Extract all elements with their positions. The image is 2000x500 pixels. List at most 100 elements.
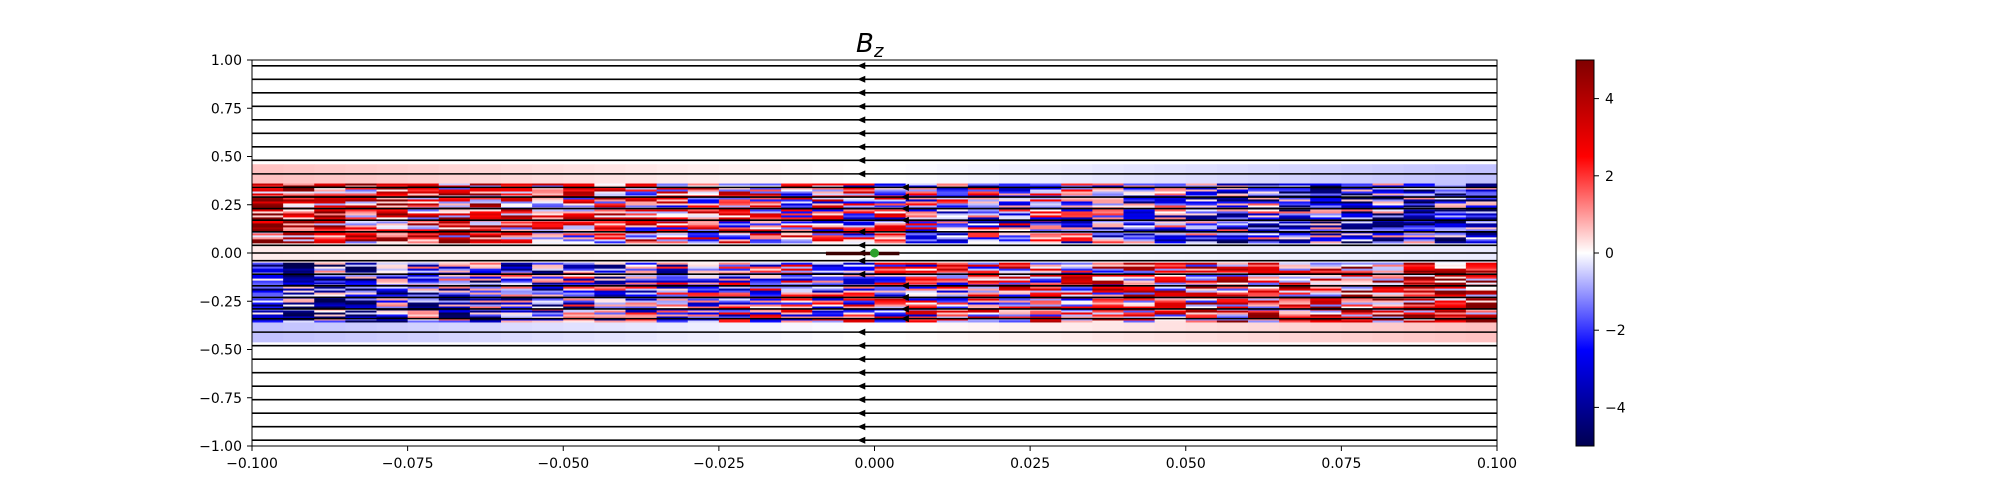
heatmap-cell <box>687 199 720 203</box>
heatmap-cell <box>750 286 782 290</box>
heatmap-cell <box>781 227 813 230</box>
heatmap-cell <box>967 191 1000 195</box>
heatmap-cell <box>936 211 969 215</box>
heatmap-cell <box>1061 253 1093 259</box>
heatmap-cell <box>252 312 284 316</box>
heatmap-cell <box>936 183 969 187</box>
heatmap-cell <box>594 282 627 286</box>
heatmap-cell <box>376 205 409 209</box>
heatmap-cell <box>1154 215 1187 219</box>
heatmap-cell <box>1185 223 1218 226</box>
heatmap-cell <box>687 322 720 328</box>
heatmap-cell <box>750 268 782 272</box>
heatmap-cell <box>1154 262 1187 266</box>
heatmap-cell <box>718 300 751 304</box>
heatmap-cell <box>252 308 284 312</box>
heatmap-cell <box>967 209 1000 213</box>
heatmap-cell <box>843 231 876 234</box>
heatmap-cell <box>843 191 876 195</box>
heatmap-cell <box>469 327 502 333</box>
heatmap-cell <box>625 233 658 236</box>
heatmap-cell <box>314 268 346 272</box>
heatmap-cell <box>345 235 378 238</box>
heatmap-cell <box>656 310 689 314</box>
heatmap-cell <box>1403 225 1436 228</box>
heatmap-cell <box>936 304 969 308</box>
heatmap-cell <box>843 282 876 286</box>
heatmap-cell <box>345 231 378 234</box>
heatmap-cell <box>532 327 564 333</box>
heatmap-cell <box>625 314 658 318</box>
heatmap-cell <box>750 211 782 215</box>
heatmap-cell <box>718 266 751 270</box>
heatmap-cell <box>469 306 502 310</box>
heatmap-cell <box>563 178 595 185</box>
heatmap-cell <box>999 310 1031 314</box>
heatmap-cell <box>1123 288 1156 292</box>
heatmap-cell <box>812 262 844 266</box>
heatmap-cell <box>1061 318 1093 322</box>
heatmap-cell <box>252 300 284 304</box>
heatmap-cell <box>1434 310 1467 314</box>
heatmap-cell <box>1279 231 1311 234</box>
heatmap-cell <box>874 302 907 306</box>
heatmap-cell <box>438 270 471 274</box>
heatmap-cell <box>345 322 378 328</box>
heatmap-cell <box>1248 215 1280 219</box>
heatmap-cell <box>781 327 813 333</box>
heatmap-cell <box>1434 239 1467 242</box>
heatmap-cell <box>1465 300 1497 304</box>
heatmap-cell <box>1279 211 1311 215</box>
heatmap-cell <box>1341 229 1374 232</box>
heatmap-cell <box>1403 205 1436 209</box>
heatmap-cell <box>1030 193 1062 197</box>
heatmap-cell <box>314 262 346 266</box>
heatmap-cell <box>718 203 751 207</box>
heatmap-cell <box>999 205 1031 209</box>
heatmap-cell <box>1030 300 1062 304</box>
heatmap-cell <box>1279 241 1311 244</box>
heatmap-cell <box>501 225 533 228</box>
heatmap-cell <box>1185 332 1218 338</box>
heatmap-cell <box>1030 231 1062 234</box>
heatmap-cell <box>1434 225 1467 228</box>
heatmap-cell <box>1185 270 1218 274</box>
heatmap-cell <box>781 316 813 320</box>
heatmap-cell <box>1248 235 1280 238</box>
heatmap-cell <box>469 318 502 322</box>
heatmap-cell <box>1434 227 1467 230</box>
heatmap-cell <box>345 298 378 302</box>
heatmap-cell <box>1341 205 1374 209</box>
heatmap-cell <box>407 270 440 274</box>
heatmap-cell <box>1185 320 1218 324</box>
heatmap-cell <box>1061 169 1093 175</box>
heatmap-cell <box>345 304 378 308</box>
heatmap-cell <box>781 276 813 280</box>
heatmap-cell <box>1185 241 1218 244</box>
heatmap-cell <box>1403 221 1436 224</box>
heatmap-cell <box>750 294 782 298</box>
heatmap-cell <box>1465 304 1497 308</box>
streamline-arrow <box>857 102 866 110</box>
heatmap-cell <box>1310 316 1342 320</box>
heatmap-cell <box>1123 302 1156 306</box>
heatmap-cell <box>999 290 1031 294</box>
heatmap-cell <box>874 187 907 191</box>
heatmap-cell <box>1465 193 1497 197</box>
heatmap-cell <box>1030 227 1062 230</box>
heatmap-cell <box>1434 300 1467 304</box>
heatmap-cell <box>656 231 689 234</box>
heatmap-cell <box>1341 314 1374 318</box>
heatmap-cell <box>1403 164 1436 170</box>
heatmap-cell <box>936 203 969 207</box>
heatmap-cell <box>936 290 969 294</box>
heatmap-cell <box>1030 298 1062 302</box>
heatmap-cell <box>1154 199 1187 203</box>
heatmap-cell <box>687 282 720 286</box>
heatmap-cell <box>1185 276 1218 280</box>
heatmap-cell <box>1061 308 1093 312</box>
heatmap-cell <box>936 191 969 195</box>
heatmap-cell <box>376 173 409 180</box>
heatmap-cell <box>1216 193 1249 197</box>
heatmap-cell <box>1310 312 1342 316</box>
